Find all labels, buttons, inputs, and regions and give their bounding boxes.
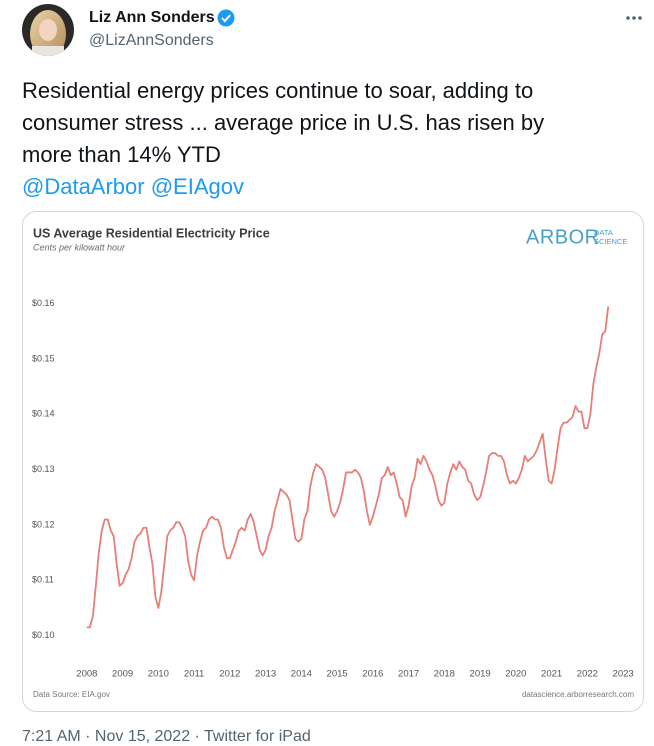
price-line (86, 306, 610, 629)
x-tick-label: 2022 (577, 669, 598, 680)
x-tick-label: 2011 (184, 669, 204, 680)
tweet-mentions[interactable]: @DataArbor @EIAgov (22, 174, 244, 199)
tweet-text-line: consumer stress ... average price in U.S… (22, 110, 544, 135)
x-tick-label: 2016 (362, 669, 383, 680)
chart-title: US Average Residential Electricity Price (33, 226, 270, 240)
x-tick-label: 2021 (541, 669, 562, 680)
y-tick-label: $0.14 (32, 409, 55, 419)
y-tick-label: $0.12 (32, 519, 55, 529)
x-tick-label: 2013 (255, 669, 276, 680)
author-name[interactable]: Liz Ann Sonders (89, 9, 215, 26)
avatar[interactable] (20, 2, 76, 60)
tweet-timestamp[interactable]: 7:21 AM · Nov 15, 2022 · Twitter for iPa… (22, 728, 311, 745)
y-tick-label: $0.15 (32, 353, 55, 363)
x-tick-label: 2010 (148, 669, 169, 680)
plot: $0.10 $0.11 $0.12 $0.13 $0.14 $0.15 $0.16 2008 2… (32, 298, 634, 679)
logo-bottom: SCIENCE (594, 237, 627, 246)
tweet-text-line: Residential energy prices continue to so… (22, 78, 533, 103)
tweet-text-line: more than 14% YTD (22, 142, 221, 167)
x-tick-label: 2019 (470, 669, 491, 680)
x-tick-label: 2012 (219, 669, 240, 680)
y-tick-label: $0.10 (32, 630, 55, 640)
logo-main: ARBOR (526, 226, 600, 248)
chart-source: Data Source: EIA.gov (33, 690, 110, 699)
verified-badge (217, 9, 235, 27)
x-tick-label: 2014 (291, 669, 312, 680)
x-tick-label: 2023 (613, 669, 634, 680)
x-tick-label: 2017 (398, 669, 419, 680)
chart-credit: datascience.arborresearch.com (522, 690, 634, 699)
x-tick-label: 2015 (327, 669, 348, 680)
x-tick-label: 2009 (112, 669, 133, 680)
chart-subtitle: Cents per kilowatt hour (33, 242, 126, 252)
x-tick-label: 2020 (505, 669, 526, 680)
tweet-text: Residential energy prices continue to so… (22, 78, 544, 167)
x-tick-label: 2018 (434, 669, 455, 680)
y-tick-label: $0.16 (32, 298, 55, 308)
author-handle[interactable]: @LizAnnSonders (89, 32, 214, 49)
media-card[interactable] (22, 211, 644, 712)
y-tick-label: $0.13 (32, 464, 55, 474)
logo-top: DATA (594, 228, 613, 237)
x-tick-label: 2008 (76, 669, 97, 680)
y-tick-label: $0.11 (32, 575, 54, 585)
more-menu[interactable] (626, 16, 642, 20)
